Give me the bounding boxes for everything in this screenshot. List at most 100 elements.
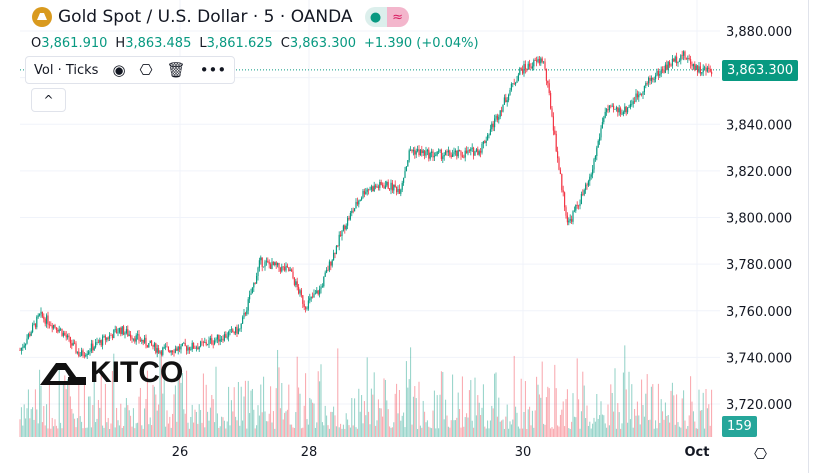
candle-body <box>137 334 139 336</box>
candle-body <box>204 342 206 343</box>
volume-bar <box>215 366 217 437</box>
volume-bar <box>464 417 466 437</box>
candle-body <box>627 107 629 113</box>
volume-bar <box>188 428 190 437</box>
candle-body <box>482 141 484 144</box>
volume-bar <box>454 420 456 437</box>
volume-bar <box>526 428 528 437</box>
candle-body <box>650 77 652 81</box>
candle-body <box>268 261 270 265</box>
volume-bar <box>191 404 193 437</box>
candle-body <box>396 186 398 193</box>
more-icon[interactable]: ••• <box>199 61 227 79</box>
candle-body <box>120 327 122 334</box>
volume-bar <box>313 403 315 437</box>
candle-body <box>237 328 239 334</box>
candle-body <box>562 190 564 193</box>
volume-bar <box>597 418 599 437</box>
candle-body <box>314 293 316 295</box>
volume-bar <box>488 428 490 437</box>
volume-bar <box>109 428 111 437</box>
candle-body <box>86 353 88 356</box>
candle-body <box>345 225 347 230</box>
volume-bar <box>502 419 504 437</box>
volume-bar <box>258 415 260 437</box>
candle-body <box>244 312 246 315</box>
volume-bar <box>603 415 605 437</box>
candle-body <box>544 61 546 69</box>
settings-icon[interactable]: ⎔ <box>139 61 153 79</box>
volume-bar <box>613 411 615 437</box>
volume-bar <box>424 411 426 437</box>
symbol-header[interactable]: Gold Spot / U.S. Dollar · 5 · OANDA ● ≈ <box>32 7 409 27</box>
candle-body <box>662 69 664 70</box>
candle-body <box>566 215 568 223</box>
gold-logo-icon <box>32 7 52 27</box>
volume-bar <box>536 376 538 437</box>
candle-body <box>187 347 189 351</box>
volume-bar <box>373 372 375 437</box>
candle-body <box>151 340 153 345</box>
candle-body <box>113 329 115 339</box>
volume-bar <box>653 428 655 437</box>
trash-icon[interactable]: 🗑 <box>166 61 186 79</box>
candle-body <box>460 151 462 156</box>
volume-bar <box>58 368 60 437</box>
eye-icon[interactable]: ◉ <box>112 61 126 79</box>
volume-bar <box>181 372 183 437</box>
candle-body <box>498 116 500 120</box>
volume-bar <box>272 411 274 437</box>
candle-body <box>75 343 77 353</box>
volume-bar <box>561 409 563 437</box>
candle-body <box>642 91 644 95</box>
candle-body <box>174 348 176 353</box>
volume-bar <box>323 425 325 437</box>
volume-bar <box>356 428 358 437</box>
volume-bar <box>75 427 77 437</box>
volume-bar <box>193 422 195 437</box>
volume-bar <box>327 425 329 437</box>
low-value: 3,861.625 <box>206 36 273 51</box>
volume-bar <box>253 409 255 437</box>
candle-body <box>590 174 592 177</box>
axis-settings-icon[interactable]: ⎔ <box>754 445 768 463</box>
candle-body <box>202 342 204 343</box>
volume-bar <box>99 407 101 437</box>
candle-body <box>564 192 566 208</box>
candle-body <box>463 156 465 158</box>
candle-body <box>299 290 301 294</box>
candle-body <box>139 340 141 342</box>
volume-bar <box>69 396 71 437</box>
volume-bar <box>37 423 39 437</box>
market-status-pill[interactable]: ● ≈ <box>364 7 409 27</box>
y-tick-label: 3,800.000 <box>726 212 792 227</box>
candle-body <box>89 351 91 352</box>
candle-body <box>536 60 538 62</box>
candle-body <box>508 94 510 101</box>
volume-bar <box>22 425 24 437</box>
candle-body <box>242 317 244 324</box>
candle-body <box>359 199 361 202</box>
candle-body <box>352 210 354 212</box>
volume-bar <box>172 413 174 437</box>
candle-body <box>149 340 151 344</box>
volume-bar <box>205 384 207 437</box>
volume-bar <box>408 379 410 437</box>
candle-body <box>377 186 379 188</box>
candle-body <box>653 79 655 80</box>
candle-body <box>664 64 666 73</box>
volume-bar <box>642 404 644 437</box>
candle-body <box>439 149 441 152</box>
volume-bar <box>64 375 66 437</box>
candle-body <box>254 283 256 284</box>
candle-body <box>545 68 547 81</box>
volume-bar <box>524 381 526 437</box>
volume-indicator-legend[interactable]: Vol · Ticks ◉ ⎔ 🗑 ••• <box>25 56 236 84</box>
volume-bar <box>425 422 427 437</box>
candle-body <box>481 143 483 153</box>
volume-bar <box>116 407 118 437</box>
volume-bar <box>426 420 428 437</box>
collapse-legend-button[interactable]: ^ <box>31 88 66 112</box>
volume-bar <box>641 379 643 437</box>
candle-body <box>596 147 598 157</box>
